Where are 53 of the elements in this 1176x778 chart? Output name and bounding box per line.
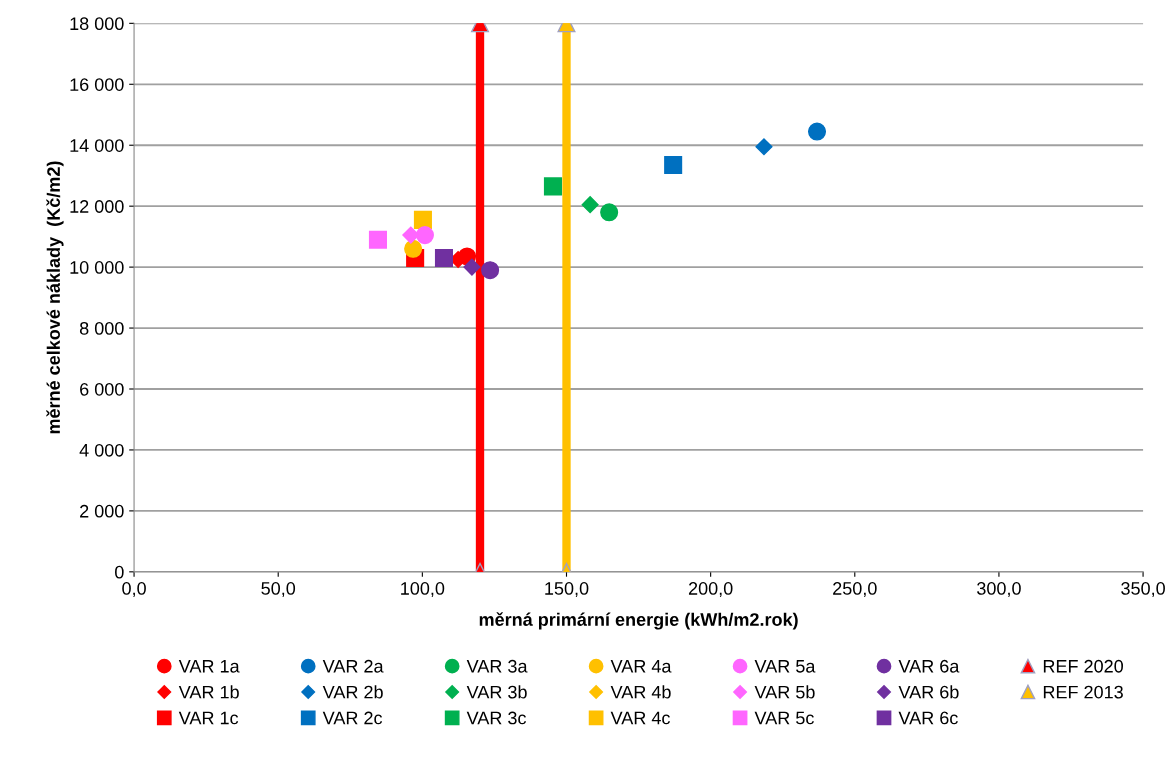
point bbox=[543, 177, 562, 196]
point bbox=[581, 196, 599, 214]
legend-label: VAR 6c bbox=[898, 711, 958, 725]
x-tick-label: 50,0 bbox=[261, 582, 296, 597]
legend-label: VAR 1a bbox=[178, 660, 240, 673]
legend-label: VAR 6b bbox=[898, 685, 959, 699]
x-tick-label: 0,0 bbox=[122, 582, 146, 597]
point bbox=[404, 239, 423, 258]
y-tick-label: 8 000 bbox=[79, 321, 124, 335]
y-tick-label: 14 000 bbox=[70, 139, 124, 152]
point bbox=[600, 203, 619, 222]
x-tick-label: 350,0 bbox=[1121, 582, 1165, 597]
legend-label: VAR 4c bbox=[610, 711, 670, 725]
legend-label: REF 2020 bbox=[1043, 659, 1123, 673]
legend-label: VAR 3a bbox=[466, 659, 528, 673]
y-tick-label: 0 bbox=[115, 565, 124, 579]
point bbox=[664, 156, 683, 175]
point bbox=[434, 248, 454, 268]
legend-label: VAR 2b bbox=[322, 685, 383, 699]
point bbox=[481, 261, 500, 280]
legend-label: REF 2013 bbox=[1043, 685, 1123, 699]
legend-label: VAR 3c bbox=[466, 711, 527, 725]
y-tick-label: 12 000 bbox=[70, 200, 124, 213]
y-tick-label: 18 000 bbox=[70, 17, 124, 31]
x-tick-label: 250,0 bbox=[833, 582, 877, 597]
legend-label: VAR 3b bbox=[466, 685, 527, 699]
y-tick-label: 16 000 bbox=[70, 78, 124, 91]
legend-label: VAR 5c bbox=[754, 711, 814, 725]
x-tick-label: 200,0 bbox=[688, 582, 733, 597]
legend-label: VAR 1b bbox=[178, 685, 239, 699]
x-tick-label: 100,0 bbox=[401, 582, 445, 597]
legend-label: VAR 2a bbox=[322, 659, 384, 673]
y-tick-label: 2 000 bbox=[80, 504, 124, 518]
y-tick-label: 4 000 bbox=[79, 443, 124, 457]
legend-label: VAR 4b bbox=[610, 685, 671, 699]
x-tick-label: 300,0 bbox=[977, 582, 1021, 597]
point bbox=[807, 122, 827, 141]
legend-label: VAR 1c bbox=[178, 711, 239, 725]
y-axis-title: měrné celkové náklady (Kč/m2) bbox=[46, 161, 64, 434]
point bbox=[415, 226, 434, 245]
point bbox=[755, 138, 773, 156]
point bbox=[463, 258, 481, 276]
x-tick-label: 150,0 bbox=[545, 582, 589, 597]
legend-label: VAR 6a bbox=[898, 659, 960, 673]
legend-label: VAR 2c bbox=[322, 711, 383, 725]
y-tick-label: 10 000 bbox=[70, 261, 124, 274]
legend-label: VAR 4a bbox=[610, 660, 672, 673]
legend-label: VAR 5b bbox=[754, 685, 815, 699]
point bbox=[413, 210, 432, 229]
y-tick-label: 6 000 bbox=[80, 382, 124, 396]
x-axis-title: měrná primární energie (kWh/m2.rok) bbox=[479, 612, 798, 630]
point bbox=[368, 230, 387, 249]
legend-label: VAR 5a bbox=[754, 660, 816, 673]
